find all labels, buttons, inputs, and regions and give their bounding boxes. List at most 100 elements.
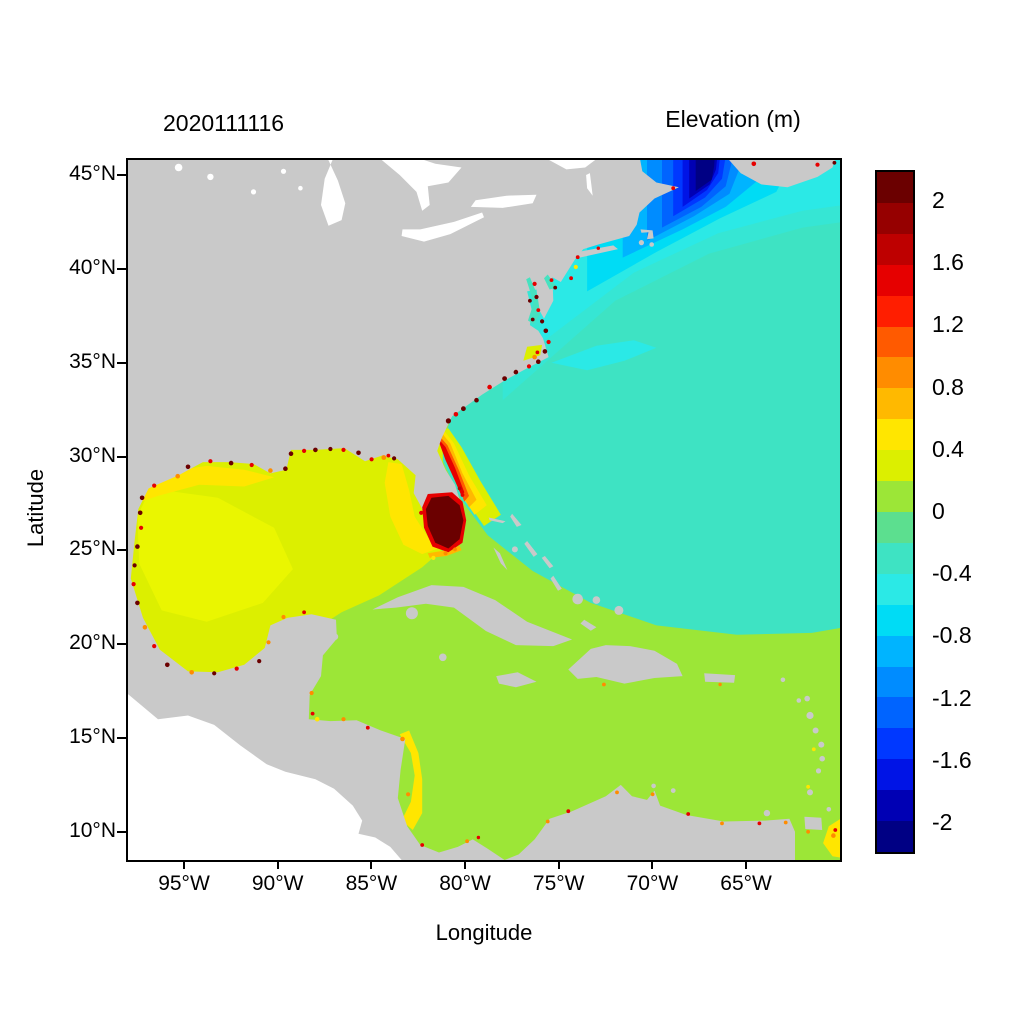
land-island bbox=[651, 783, 656, 789]
x-tick-mark bbox=[370, 860, 373, 869]
map-speckle bbox=[356, 450, 361, 456]
land-island bbox=[804, 695, 810, 702]
y-tick-mark bbox=[117, 174, 126, 176]
lake bbox=[321, 160, 346, 226]
map-speckle bbox=[831, 833, 836, 838]
land-jamaica bbox=[496, 672, 537, 688]
map-speckle bbox=[365, 725, 370, 730]
map-speckle bbox=[532, 354, 537, 360]
map-speckle bbox=[234, 666, 239, 671]
map-speckle bbox=[386, 453, 391, 458]
land-island bbox=[818, 741, 825, 748]
map-speckle bbox=[142, 625, 148, 630]
colorbar-tick-label: -1.6 bbox=[932, 746, 972, 773]
colorbar-tick-label: 0.4 bbox=[932, 435, 964, 462]
x-tick-mark bbox=[276, 860, 279, 869]
map-speckle bbox=[832, 160, 837, 165]
map-speckle bbox=[833, 828, 838, 832]
land-cuba bbox=[372, 585, 573, 647]
land-island bbox=[819, 755, 825, 762]
colorbar-segment bbox=[877, 511, 913, 543]
colorbar-tick-label: 0.8 bbox=[932, 373, 964, 400]
map-speckle bbox=[288, 451, 294, 457]
land-hispaniola bbox=[568, 645, 683, 684]
map-speckle bbox=[137, 510, 143, 516]
map-speckle bbox=[549, 278, 554, 282]
map-region bbox=[551, 340, 657, 371]
land-nova-scotia bbox=[729, 160, 836, 188]
y-tick-label: 30°N bbox=[69, 443, 116, 467]
y-tick-mark bbox=[117, 267, 126, 270]
x-tick-label: 80°W bbox=[439, 872, 491, 895]
land-island bbox=[405, 607, 418, 620]
map-speckle bbox=[431, 555, 436, 560]
map-speckle bbox=[575, 255, 580, 260]
land-bahamas bbox=[524, 541, 538, 557]
map-speckle bbox=[720, 821, 724, 826]
map-region bbox=[695, 160, 715, 191]
colorbar-segment bbox=[877, 604, 913, 636]
lake-dot bbox=[207, 173, 214, 181]
x-tick-mark bbox=[745, 860, 748, 869]
land-island bbox=[807, 789, 813, 796]
map-speckle bbox=[369, 457, 374, 462]
map-speckle bbox=[815, 162, 820, 167]
y-tick-mark bbox=[117, 361, 126, 364]
map-speckle bbox=[131, 582, 136, 587]
map-speckle bbox=[566, 809, 571, 814]
map-speckle bbox=[266, 640, 271, 645]
y-tick-mark bbox=[117, 455, 126, 458]
map-speckle bbox=[536, 359, 541, 364]
map-speckle bbox=[540, 319, 545, 324]
map-speckle bbox=[152, 644, 157, 649]
land-bahamas bbox=[510, 513, 522, 527]
plot-title-date: 2020111116 bbox=[163, 110, 285, 136]
x-tick-mark bbox=[183, 860, 185, 869]
x-tick-label: 95°W bbox=[158, 872, 210, 895]
land-bahamas bbox=[488, 517, 506, 524]
lake bbox=[586, 173, 593, 196]
map-speckle bbox=[445, 418, 451, 424]
map-plot-area bbox=[126, 158, 842, 862]
colorbar-segment bbox=[877, 759, 913, 791]
map-speckle bbox=[602, 682, 606, 687]
map-speckle bbox=[536, 308, 541, 312]
colorbar-segment bbox=[877, 481, 913, 512]
map-speckle bbox=[686, 812, 691, 816]
map-speckle bbox=[175, 473, 180, 479]
colorbar-segment bbox=[877, 357, 913, 389]
y-tick-label: 10°N bbox=[69, 818, 116, 842]
map-speckle bbox=[806, 784, 810, 789]
map-speckle bbox=[534, 294, 539, 300]
map-speckle bbox=[302, 448, 307, 453]
colorbar-segment bbox=[877, 821, 913, 852]
colorbar-segment bbox=[877, 635, 913, 667]
y-tick-mark bbox=[117, 737, 126, 740]
map-speckle bbox=[309, 690, 314, 696]
y-tick-label: 20°N bbox=[69, 631, 116, 655]
map-speckle bbox=[542, 349, 548, 354]
land-island bbox=[649, 242, 654, 247]
y-tick-label: 15°N bbox=[69, 725, 116, 749]
map-speckle bbox=[132, 563, 137, 568]
map-speckle bbox=[443, 551, 448, 556]
map-speckle bbox=[465, 839, 469, 844]
map-region bbox=[137, 488, 293, 622]
colorbar-segment bbox=[877, 573, 913, 605]
land-puerto-rico bbox=[704, 673, 736, 683]
map-speckle bbox=[400, 736, 405, 742]
south-florida-max bbox=[425, 495, 464, 549]
map-speckle bbox=[526, 364, 532, 369]
y-tick-label: 45°N bbox=[69, 162, 116, 185]
y-tick-label: 35°N bbox=[69, 349, 116, 373]
map-speckle bbox=[420, 843, 425, 847]
colorbar-segment bbox=[877, 790, 913, 822]
map-region bbox=[399, 730, 423, 830]
pamlico-sound bbox=[523, 344, 543, 361]
map-speckle bbox=[328, 446, 333, 452]
y-tick-label: 25°N bbox=[69, 537, 116, 561]
y-tick-mark bbox=[117, 643, 126, 646]
map-speckle bbox=[139, 525, 144, 530]
land-island bbox=[670, 788, 676, 793]
